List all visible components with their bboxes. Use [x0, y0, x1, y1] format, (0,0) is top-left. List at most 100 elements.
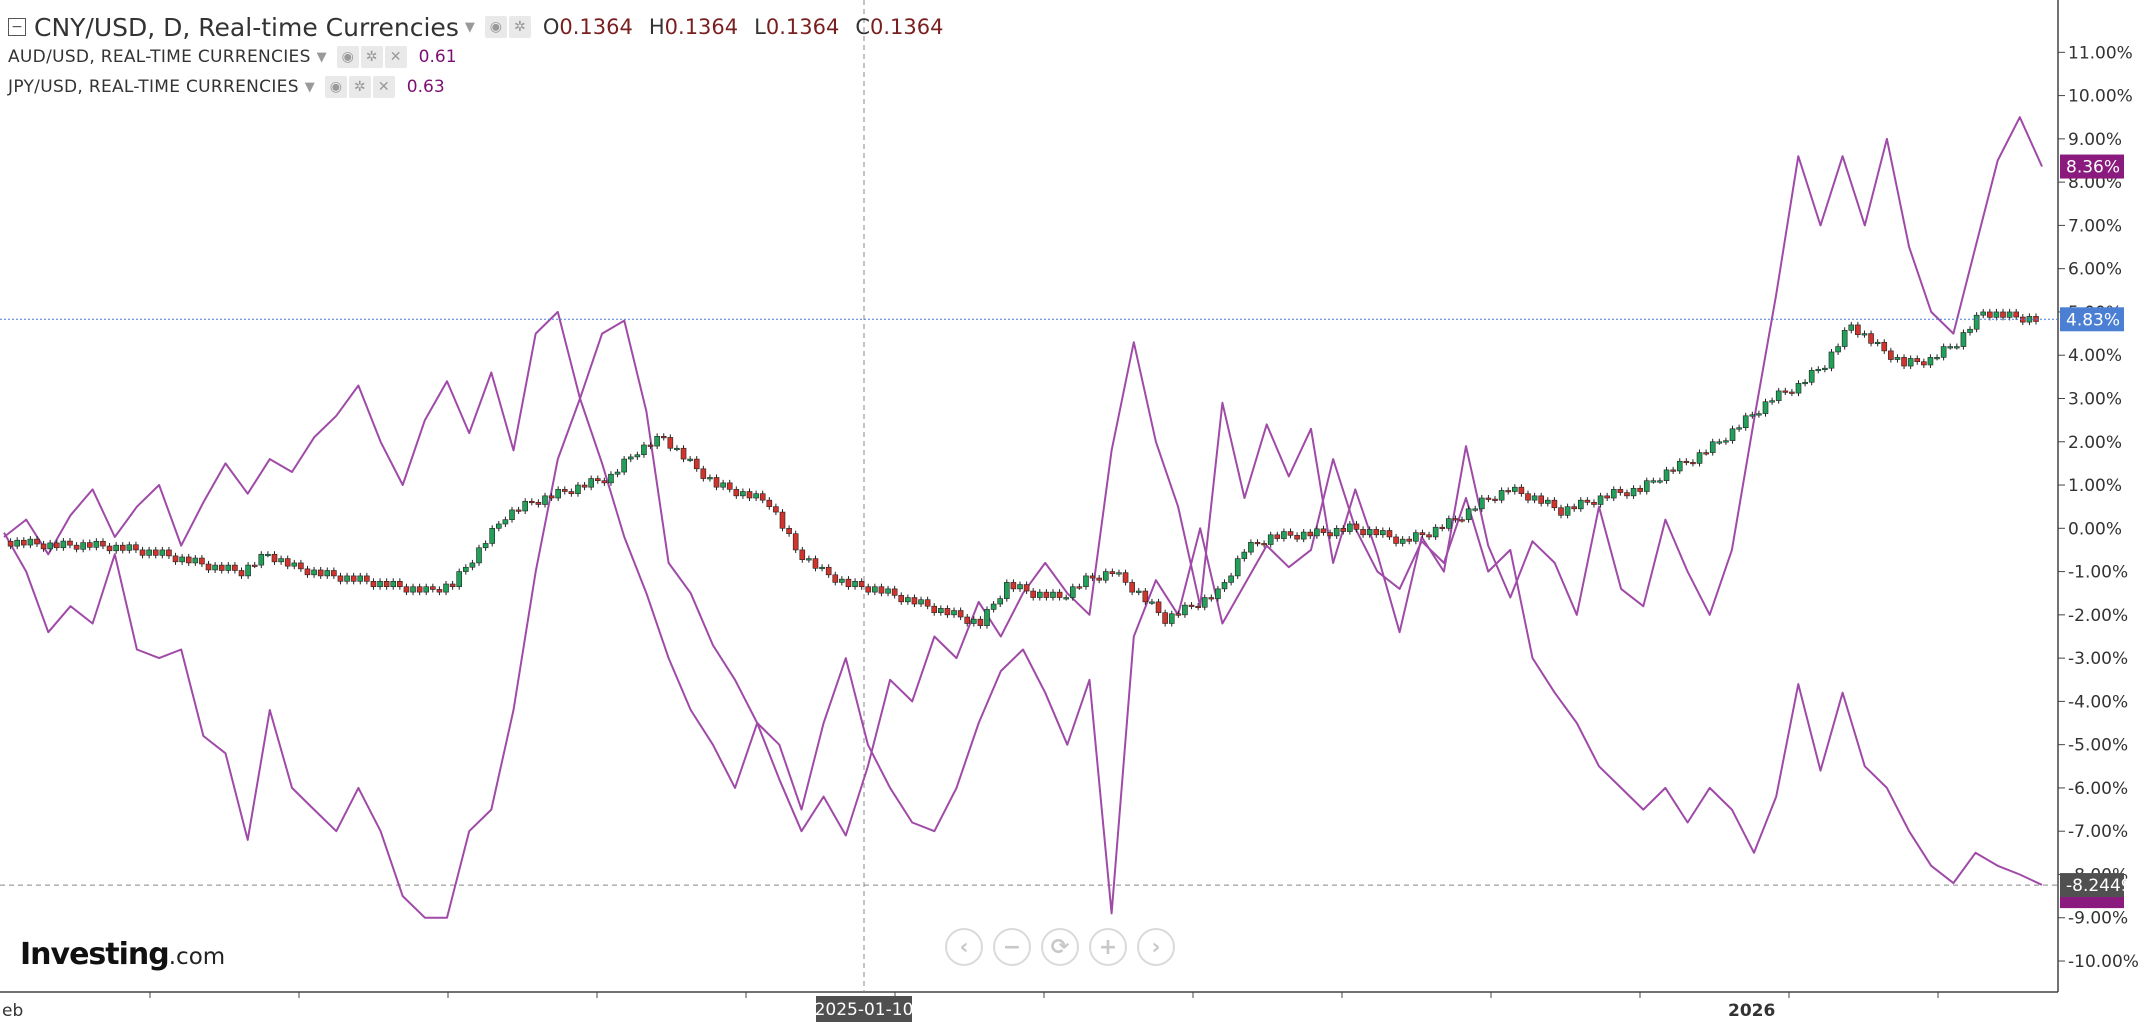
candle-body: [1815, 368, 1822, 372]
scroll-right-button[interactable]: ›: [1137, 928, 1175, 966]
candle-body: [370, 581, 377, 588]
candle-body: [1419, 532, 1426, 536]
candle-body: [1597, 495, 1604, 505]
candle-body: [53, 542, 60, 549]
candle-body: [1584, 499, 1591, 503]
candle-body: [1749, 414, 1756, 417]
candle-body: [700, 468, 707, 479]
compare-series-row-aud: AUD/USD, REAL-TIME CURRENCIES ▼ ◉ ✲ ✕ 0.…: [8, 42, 959, 72]
candle-body: [792, 533, 799, 551]
last-value-badge-jpy: [2060, 154, 2124, 179]
candle-body: [1690, 462, 1696, 465]
zoom-out-button[interactable]: −: [993, 928, 1031, 966]
candle-body: [86, 542, 93, 548]
compare-series-value-jpy: 0.63: [406, 77, 445, 97]
zoom-in-button[interactable]: +: [1089, 928, 1127, 966]
candle-body: [205, 563, 212, 571]
candle-body: [667, 437, 674, 449]
visibility-eye-icon[interactable]: ◉: [324, 76, 347, 98]
candle-body: [1808, 370, 1815, 383]
candle-body: [561, 489, 568, 492]
chevron-down-icon[interactable]: ▼: [464, 19, 475, 35]
close-icon[interactable]: ✕: [384, 46, 407, 68]
chevron-down-icon[interactable]: ▼: [316, 49, 327, 65]
settings-gear-icon[interactable]: ✲: [360, 46, 383, 68]
candle-body: [1439, 526, 1446, 530]
candle-body: [766, 499, 773, 507]
candle-body: [1380, 530, 1386, 536]
candle-body: [891, 588, 898, 596]
visibility-eye-icon[interactable]: ◉: [336, 46, 359, 68]
candle-body: [951, 610, 957, 616]
y-tick-label: -2.00%: [2068, 606, 2128, 626]
candle-body: [1149, 601, 1155, 604]
candle-body: [1670, 469, 1676, 472]
candle-body: [1525, 493, 1531, 501]
compare-series-title-jpy[interactable]: JPY/USD, REAL-TIME CURRENCIES: [8, 77, 299, 97]
candle-body: [47, 542, 53, 550]
candle-body: [192, 557, 199, 564]
candle-body: [740, 491, 746, 497]
crosshair-y-badge: [2060, 873, 2124, 898]
compare-series-title-aud[interactable]: AUD/USD, REAL-TIME CURRENCIES: [8, 47, 311, 67]
collapse-legend-button[interactable]: −: [8, 18, 26, 36]
candle-body: [423, 586, 430, 593]
candle-body: [1518, 486, 1525, 494]
candle-body: [1023, 584, 1030, 592]
candle-body: [720, 482, 726, 488]
candle-body: [555, 489, 561, 499]
candle-body: [1188, 604, 1195, 607]
candle-body: [1841, 330, 1848, 347]
y-tick-label: 11.00%: [2068, 43, 2133, 63]
close-icon[interactable]: ✕: [372, 76, 395, 98]
candle-body: [152, 549, 159, 556]
candle-body: [687, 458, 693, 461]
candle-body: [825, 566, 832, 576]
candle-body: [265, 553, 271, 557]
main-series-title[interactable]: CNY/USD, D, Real-time Currencies: [34, 12, 459, 42]
candle-body: [1228, 575, 1234, 583]
candle-body: [449, 583, 456, 588]
ohlc-close: C0.1364: [855, 15, 944, 39]
settings-gear-icon[interactable]: ✲: [508, 16, 531, 38]
candle-body: [199, 557, 205, 565]
candle-body: [1861, 333, 1868, 336]
candle-body: [1775, 390, 1782, 401]
candle-body: [1050, 591, 1056, 598]
candle-body: [502, 519, 509, 525]
candle-body: [1168, 613, 1175, 624]
candle-body: [476, 547, 482, 564]
candle-body: [436, 589, 443, 593]
reset-button[interactable]: ⟳: [1041, 928, 1079, 966]
investing-logo: Investing.com: [20, 937, 226, 972]
candle-body: [528, 500, 535, 504]
settings-gear-icon[interactable]: ✲: [348, 76, 371, 98]
candle-body: [1637, 487, 1643, 492]
candle-body: [858, 581, 865, 588]
chevron-down-icon[interactable]: ▼: [304, 79, 315, 95]
candle-body: [251, 564, 258, 567]
candle-body: [1162, 612, 1168, 624]
candle-body: [1742, 415, 1749, 428]
candle-body: [1789, 391, 1795, 394]
crosshair-y-badge-text: -8.2449: [2066, 876, 2132, 896]
candle-body: [647, 444, 654, 447]
candle-body: [1683, 460, 1690, 464]
candle-body: [469, 562, 476, 568]
candle-body: [34, 538, 40, 545]
candle-body: [614, 471, 621, 475]
candle-body: [1069, 586, 1076, 598]
candle-body: [898, 595, 905, 603]
scroll-left-button[interactable]: ‹: [945, 928, 983, 966]
ohlc-low: L0.1364: [754, 15, 840, 39]
crosshair-x-badge: [816, 996, 912, 1022]
candle-body: [271, 553, 278, 563]
candle-body: [819, 566, 825, 570]
visibility-eye-icon[interactable]: ◉: [484, 16, 507, 38]
candle-body: [113, 544, 119, 552]
candle-body: [845, 578, 852, 588]
candle-body: [1716, 441, 1723, 444]
candle-body: [1967, 328, 1973, 333]
candle-body: [278, 558, 284, 563]
